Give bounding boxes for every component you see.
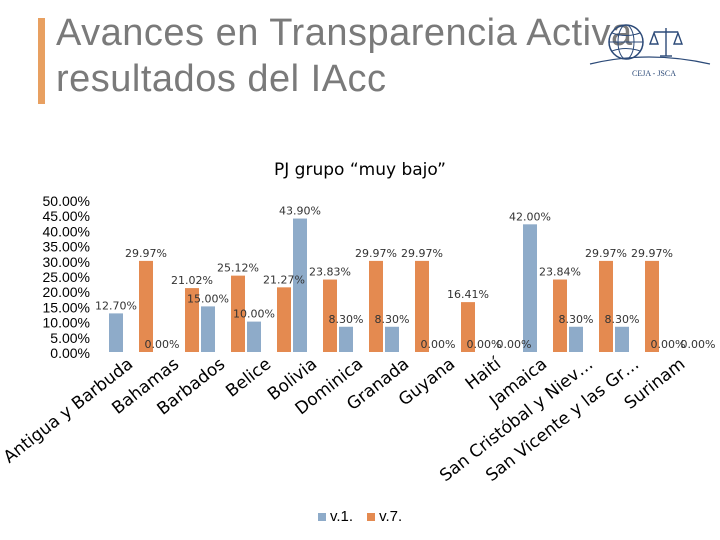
data-label: 29.97% <box>125 247 167 260</box>
legend-label-v7: v.7. <box>379 508 403 525</box>
bar-v7 <box>645 260 659 352</box>
bar-v7 <box>415 260 429 352</box>
data-label: 29.97% <box>585 247 627 260</box>
data-label: 43.90% <box>279 205 321 218</box>
data-label: 29.97% <box>631 247 673 260</box>
bar-v7 <box>139 260 153 352</box>
svg-text:CEJA - JSCA: CEJA - JSCA <box>632 69 676 78</box>
scales-icon <box>649 28 683 57</box>
legend-item-v1: v.1. <box>318 508 353 525</box>
ceja-logo: CEJA - JSCA <box>589 24 711 78</box>
bar-v7 <box>369 260 383 352</box>
bar-v7 <box>231 275 245 352</box>
data-label: 8.30% <box>605 313 640 326</box>
bar-v7 <box>277 287 291 352</box>
bar-v7 <box>553 279 567 352</box>
data-label: 0.00% <box>681 338 716 351</box>
legend-swatch-v1 <box>318 512 326 521</box>
data-label: 21.27% <box>263 273 305 286</box>
bar-v1 <box>293 218 307 352</box>
y-tick-label: 45.00% <box>43 208 90 224</box>
bar-v1 <box>109 313 123 352</box>
data-label: 0.00% <box>497 338 532 351</box>
bar-v1 <box>569 326 583 352</box>
data-label: 0.00% <box>651 338 686 351</box>
bar-v7 <box>323 279 337 352</box>
legend-swatch-v7 <box>367 512 376 521</box>
slide-title-line-1: Avances en Transparencia Activa <box>56 12 633 54</box>
y-tick-label: 20.00% <box>43 284 90 300</box>
bar-v1 <box>247 321 261 352</box>
y-tick-label: 5.00% <box>50 330 90 346</box>
data-label: 23.83% <box>309 266 351 279</box>
slide-title: Avances en Transparencia Activa resultad… <box>56 10 633 102</box>
data-label: 8.30% <box>375 313 410 326</box>
slide-title-line-2: resultados del IAcc <box>56 58 387 100</box>
data-label: 15.00% <box>187 292 229 305</box>
y-tick-label: 50.00% <box>43 193 90 209</box>
bar-v7 <box>599 260 613 352</box>
data-label: 8.30% <box>329 313 364 326</box>
data-label: 21.02% <box>171 274 213 287</box>
data-label: 23.84% <box>539 266 581 279</box>
data-label: 42.00% <box>509 210 551 223</box>
y-tick-label: 15.00% <box>43 299 90 315</box>
y-tick-label: 40.00% <box>43 223 90 239</box>
legend-item-v7: v.7. <box>367 508 402 525</box>
data-label: 29.97% <box>355 247 397 260</box>
legend-label-v1: v.1. <box>330 508 354 525</box>
y-tick-label: 30.00% <box>43 254 90 270</box>
data-label: 8.30% <box>559 313 594 326</box>
y-tick-label: 25.00% <box>43 269 90 285</box>
data-label: 25.12% <box>217 262 259 275</box>
data-label: 29.97% <box>401 247 443 260</box>
data-label: 10.00% <box>233 308 275 321</box>
bar-v7 <box>185 288 199 352</box>
data-label: 0.00% <box>421 338 456 351</box>
bar-v1 <box>339 326 353 352</box>
chart-legend: v.1. v.7. <box>318 508 402 525</box>
data-label: 16.41% <box>447 288 489 301</box>
bar-v1 <box>523 224 537 352</box>
bar-v1 <box>201 306 215 352</box>
title-accent-bar <box>38 18 45 104</box>
chart-title: PJ grupo “muy bajo” <box>274 160 446 180</box>
data-label: 0.00% <box>145 338 180 351</box>
data-label: 0.00% <box>467 338 502 351</box>
data-label: 12.70% <box>95 299 137 312</box>
bar-v1 <box>615 326 629 352</box>
bar-v1 <box>385 326 399 352</box>
y-tick-label: 0.00% <box>50 345 90 361</box>
y-tick-label: 35.00% <box>43 239 90 255</box>
y-tick-label: 10.00% <box>43 315 90 331</box>
bar-v7 <box>461 302 475 352</box>
